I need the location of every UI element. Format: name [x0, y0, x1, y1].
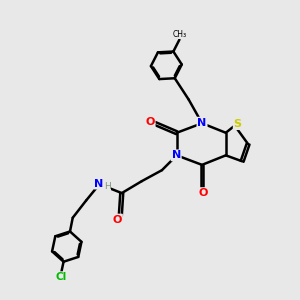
Text: Cl: Cl [55, 272, 67, 282]
Text: CH₃: CH₃ [173, 30, 187, 39]
Text: O: O [199, 188, 208, 198]
Text: S: S [234, 119, 242, 129]
Text: H: H [104, 182, 111, 191]
Text: N: N [197, 118, 207, 128]
Text: N: N [172, 150, 181, 160]
Text: O: O [112, 214, 122, 224]
Text: N: N [94, 178, 104, 189]
Text: O: O [145, 117, 155, 127]
